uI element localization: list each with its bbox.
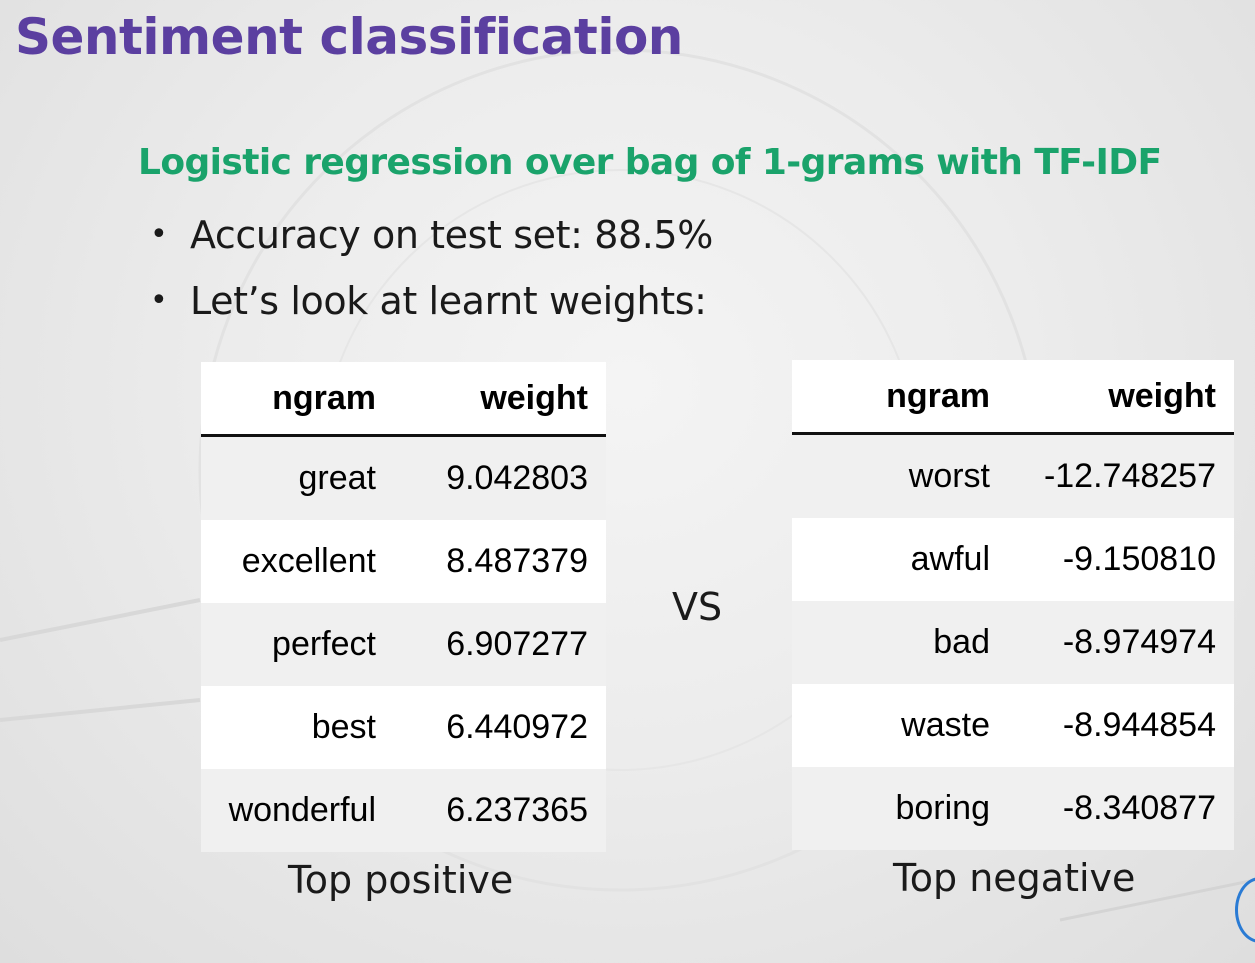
table-row: perfect 6.907277 xyxy=(201,603,606,686)
weight-cell: -8.944854 xyxy=(1062,706,1216,744)
weight-cell: 6.907277 xyxy=(446,625,588,663)
table-row: wonderful 6.237365 xyxy=(201,769,606,852)
column-header-weight: weight xyxy=(480,378,588,417)
weight-cell: 6.440972 xyxy=(446,708,588,746)
player-ring-icon xyxy=(1235,877,1255,943)
weight-cell: -8.340877 xyxy=(1062,789,1216,827)
slide-title: Sentiment classification xyxy=(15,8,683,66)
ngram-cell: best xyxy=(311,708,376,746)
weight-cell: 8.487379 xyxy=(446,542,588,580)
table-row: waste -8.944854 xyxy=(792,684,1234,767)
table-header-row: ngram weight xyxy=(792,360,1234,434)
table-header-row: ngram weight xyxy=(201,362,606,436)
weight-cell: 9.042803 xyxy=(446,459,588,497)
ngram-cell: waste xyxy=(901,706,990,744)
table-row: boring -8.340877 xyxy=(792,767,1234,850)
bullet-item-weights: • Let’s look at learnt weights: xyxy=(150,274,713,340)
bullet-dot: • xyxy=(150,217,168,252)
column-header-ngram: ngram xyxy=(886,376,990,415)
ngram-cell: perfect xyxy=(272,625,376,663)
weight-cell: -12.748257 xyxy=(1043,457,1216,495)
positive-caption: Top positive xyxy=(288,858,514,902)
negative-weights-table: ngram weight worst -12.748257 awful -9.1… xyxy=(792,360,1234,850)
ngram-cell: boring xyxy=(895,789,990,827)
negative-caption: Top negative xyxy=(893,856,1136,900)
bullet-dot: • xyxy=(150,283,168,318)
weight-cell: 6.237365 xyxy=(446,791,588,829)
column-header-ngram: ngram xyxy=(272,378,376,417)
table-row: best 6.440972 xyxy=(201,686,606,769)
negative-table-panel: ngram weight worst -12.748257 awful -9.1… xyxy=(792,360,1234,850)
positive-table-panel: ngram weight great 9.042803 excellent 8.… xyxy=(201,362,606,852)
ngram-cell: great xyxy=(298,459,377,497)
bullet-list: • Accuracy on test set: 88.5% • Let’s lo… xyxy=(150,208,713,340)
slide-subtitle: Logistic regression over bag of 1-grams … xyxy=(138,142,1162,183)
ngram-cell: awful xyxy=(910,540,990,578)
table-row: excellent 8.487379 xyxy=(201,520,606,603)
column-header-weight: weight xyxy=(1108,376,1216,415)
ngram-cell: worst xyxy=(908,457,990,495)
ngram-cell: wonderful xyxy=(228,791,376,829)
weight-cell: -8.974974 xyxy=(1062,623,1216,661)
table-row: great 9.042803 xyxy=(201,435,606,520)
positive-weights-table: ngram weight great 9.042803 excellent 8.… xyxy=(201,362,606,852)
bullet-text: Accuracy on test set: 88.5% xyxy=(190,213,713,257)
ngram-cell: excellent xyxy=(241,542,376,580)
ngram-cell: bad xyxy=(933,623,990,661)
vs-label: VS xyxy=(672,585,723,629)
bullet-item-accuracy: • Accuracy on test set: 88.5% xyxy=(150,208,713,274)
bullet-text: Let’s look at learnt weights: xyxy=(190,279,707,323)
weight-cell: -9.150810 xyxy=(1062,540,1216,578)
table-row: bad -8.974974 xyxy=(792,601,1234,684)
table-row: awful -9.150810 xyxy=(792,518,1234,601)
table-row: worst -12.748257 xyxy=(792,433,1234,518)
